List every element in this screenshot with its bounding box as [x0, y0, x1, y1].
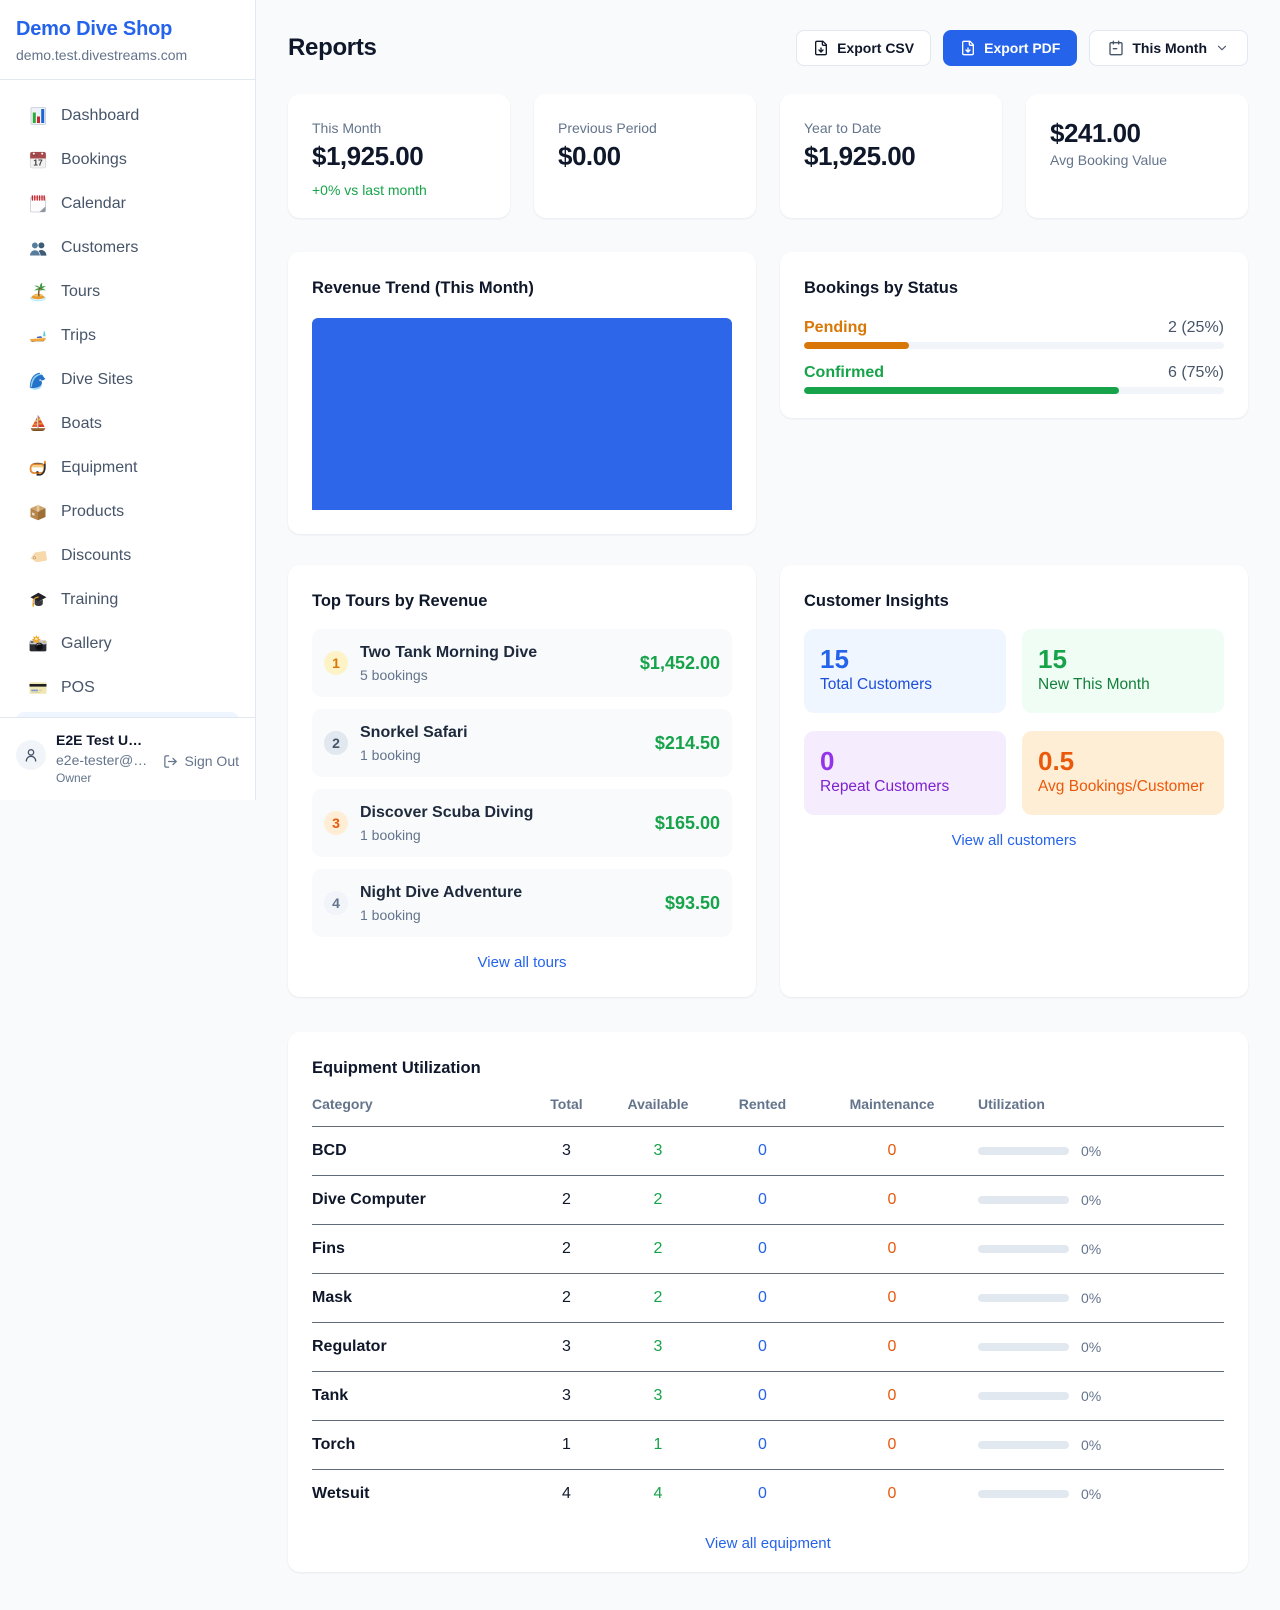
svg-text:17: 17 [33, 158, 43, 168]
